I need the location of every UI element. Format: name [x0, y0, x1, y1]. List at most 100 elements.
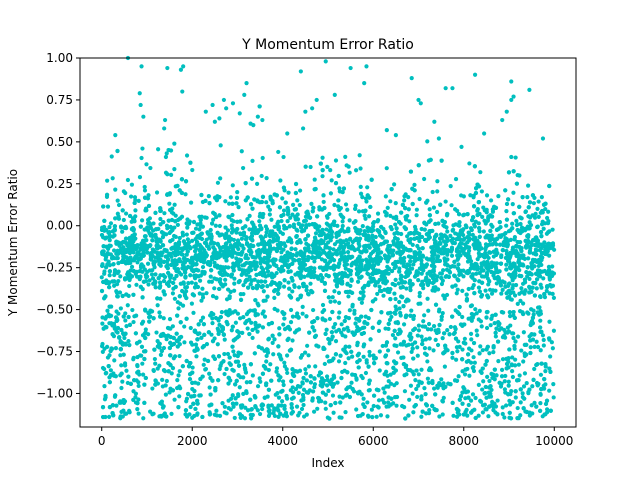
data-point	[199, 214, 204, 219]
data-point	[508, 297, 513, 302]
data-point	[126, 339, 131, 344]
data-point	[308, 281, 313, 286]
data-point	[492, 367, 497, 372]
data-point	[288, 307, 294, 313]
data-point	[337, 394, 342, 399]
data-point	[366, 272, 371, 277]
data-point	[348, 268, 354, 274]
data-point	[524, 269, 529, 275]
data-point	[140, 361, 145, 366]
data-point	[359, 331, 364, 337]
data-point	[435, 189, 440, 194]
data-point	[337, 246, 342, 251]
data-point	[476, 382, 481, 387]
data-points	[99, 55, 557, 421]
data-point	[397, 306, 402, 311]
data-point	[460, 357, 465, 362]
data-point	[461, 194, 466, 199]
data-point	[224, 411, 229, 416]
data-point	[453, 176, 459, 182]
data-point	[321, 199, 326, 205]
data-point	[298, 225, 304, 230]
data-point	[354, 407, 359, 412]
data-point	[488, 228, 493, 233]
data-point	[207, 410, 212, 415]
data-point	[123, 211, 129, 216]
data-point	[343, 360, 348, 366]
data-point	[484, 209, 489, 215]
data-point	[146, 193, 151, 198]
data-point	[408, 331, 413, 336]
data-point	[550, 227, 555, 232]
data-point	[371, 403, 376, 409]
data-point	[402, 405, 407, 410]
data-point	[182, 324, 187, 329]
data-point	[408, 288, 413, 293]
data-point	[249, 320, 254, 325]
data-point	[411, 410, 416, 415]
data-point	[515, 405, 520, 411]
data-point	[120, 379, 125, 384]
data-point	[532, 215, 538, 220]
data-point	[514, 218, 519, 223]
data-point	[408, 266, 413, 271]
data-point	[394, 216, 399, 221]
data-point	[104, 192, 110, 197]
data-point	[169, 217, 175, 223]
data-point	[218, 176, 223, 181]
data-point	[422, 386, 427, 391]
data-point	[505, 325, 510, 330]
data-point	[264, 359, 269, 364]
data-point	[189, 394, 194, 399]
data-point	[408, 259, 413, 264]
data-point	[325, 164, 330, 169]
data-point	[108, 368, 113, 373]
data-point	[216, 328, 221, 333]
data-point	[448, 324, 453, 330]
data-point	[247, 274, 252, 279]
data-point	[100, 341, 105, 347]
data-point	[463, 367, 468, 372]
data-point	[313, 231, 319, 236]
data-point	[364, 199, 369, 204]
data-point	[488, 323, 493, 328]
data-point	[440, 311, 445, 316]
data-point	[245, 408, 251, 413]
data-point	[515, 334, 521, 339]
data-point	[147, 216, 152, 221]
data-point	[423, 392, 428, 397]
data-point	[340, 369, 345, 375]
data-point	[442, 350, 447, 355]
data-point	[264, 353, 269, 359]
data-point	[102, 269, 107, 274]
data-point	[226, 265, 231, 270]
data-point	[543, 369, 548, 374]
data-point	[487, 287, 493, 292]
data-point	[531, 201, 536, 206]
data-point	[469, 348, 474, 353]
data-point	[139, 321, 145, 326]
data-point	[382, 287, 387, 292]
data-point	[142, 227, 147, 232]
data-point	[499, 374, 505, 379]
data-point	[289, 379, 294, 384]
data-point	[236, 246, 241, 252]
data-point	[384, 213, 389, 218]
data-point	[510, 202, 515, 207]
data-point	[504, 223, 509, 228]
data-point	[517, 173, 522, 178]
data-point	[315, 406, 320, 411]
data-point	[346, 241, 351, 246]
data-point	[474, 271, 479, 276]
data-point	[360, 195, 365, 200]
data-point	[469, 311, 474, 317]
data-point	[530, 384, 535, 389]
data-point	[262, 314, 268, 319]
data-point	[510, 368, 515, 374]
data-point	[411, 356, 416, 361]
data-point	[204, 342, 210, 347]
data-point	[490, 372, 496, 377]
data-point	[265, 269, 271, 274]
data-point	[208, 241, 214, 246]
data-point	[445, 229, 450, 234]
